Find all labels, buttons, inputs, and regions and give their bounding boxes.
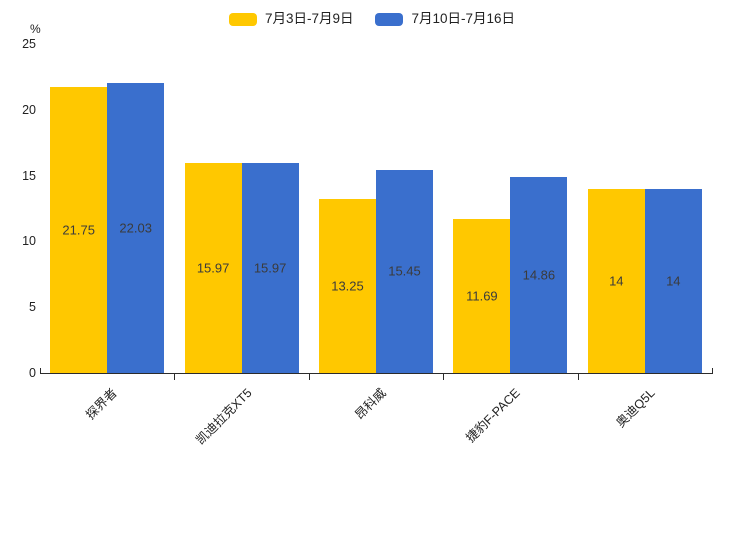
bar-series-2[interactable]: 14 — [644, 188, 702, 373]
bar-value-label: 13.25 — [331, 278, 364, 294]
y-axis-tick: 25 — [22, 37, 36, 51]
x-axis-tick — [308, 374, 310, 380]
bar-value-label: 15.97 — [196, 260, 230, 276]
x-axis-start-cap — [40, 368, 41, 374]
legend-label: 7月10日-7月16日 — [411, 11, 516, 27]
x-axis-tick — [577, 374, 579, 380]
legend-item-series-1[interactable]: 7月3日-7月9日 — [228, 11, 354, 27]
bar-series-2[interactable]: 15.97 — [241, 162, 299, 373]
x-axis-line — [40, 373, 712, 374]
bar-series-2[interactable]: 22.03 — [107, 83, 165, 373]
legend-swatch-icon — [228, 12, 257, 26]
bar-series-2[interactable]: 14.86 — [510, 177, 568, 373]
legend-label: 7月3日-7月9日 — [264, 11, 354, 27]
bar-series-1[interactable]: 14 — [587, 188, 645, 373]
bar-value-label: 14 — [609, 273, 624, 289]
x-axis-category-label: 探界者 — [83, 385, 120, 423]
x-axis-category-label: 捷豹F-PACE — [463, 385, 524, 446]
bar-series-1[interactable]: 11.69 — [453, 219, 511, 373]
bar-value-label: 15.97 — [253, 260, 287, 276]
chart-legend: 7月3日-7月9日 7月10日-7月16日 — [0, 8, 744, 30]
bar-value-label: 21.75 — [62, 222, 95, 238]
y-axis-tick: 0 — [29, 366, 36, 380]
bar-value-label: 14 — [666, 273, 681, 289]
y-axis-tick-labels: 0 5 10 15 20 25 — [0, 0, 36, 496]
bar-chart: 7月3日-7月9日 7月10日-7月16日 % 0 5 10 15 20 25 21.75… — [0, 0, 744, 496]
legend-item-series-2[interactable]: 7月10日-7月16日 — [375, 12, 515, 26]
x-axis-tick — [174, 374, 176, 380]
x-axis-category-label: 凯迪拉克XT5 — [192, 385, 255, 448]
x-axis-tick — [443, 374, 445, 380]
legend-swatch-icon — [375, 12, 404, 26]
bar-value-label: 22.03 — [119, 220, 152, 236]
bar-series-1[interactable]: 13.25 — [319, 198, 376, 373]
y-axis-unit-label: % — [30, 22, 41, 36]
bar-series-2[interactable]: 15.45 — [376, 169, 433, 373]
bar-series-1[interactable]: 21.75 — [50, 86, 108, 373]
x-axis-category-label: 奥迪Q5L — [613, 385, 658, 431]
y-axis-tick: 15 — [22, 168, 36, 183]
x-axis-category-label: 昂科威 — [352, 385, 389, 423]
bar-value-label: 14.86 — [522, 267, 556, 283]
y-axis-tick: 10 — [22, 234, 36, 249]
y-axis-tick: 5 — [29, 300, 36, 315]
bar-value-label: 11.69 — [466, 288, 498, 304]
bar-value-label: 15.45 — [388, 263, 421, 279]
y-axis-tick: 20 — [22, 102, 36, 117]
plot-area: 21.75 22.03 探界者 15.97 15.97 凯迪拉克XT5 13.25 15.45… — [40, 83, 713, 447]
x-axis-end-cap — [712, 368, 713, 374]
bar-series-1[interactable]: 15.97 — [184, 162, 242, 373]
